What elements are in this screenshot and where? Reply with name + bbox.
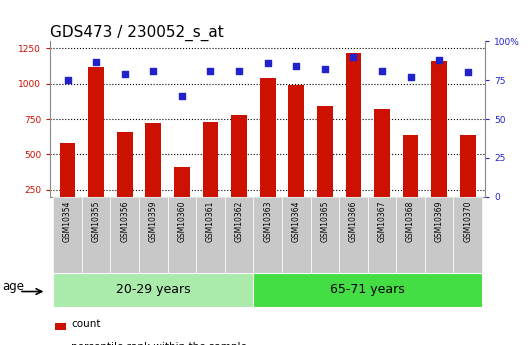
Point bbox=[292, 63, 301, 69]
Bar bbox=[396, 197, 425, 273]
Bar bbox=[82, 197, 110, 273]
Point bbox=[435, 57, 444, 63]
Point bbox=[263, 60, 272, 66]
Bar bbox=[339, 197, 368, 273]
Point bbox=[378, 68, 386, 73]
Bar bbox=[317, 106, 333, 197]
Bar bbox=[196, 197, 225, 273]
Text: age: age bbox=[3, 280, 24, 293]
Bar bbox=[403, 135, 419, 197]
Text: GSM10368: GSM10368 bbox=[406, 200, 415, 242]
Text: percentile rank within the sample: percentile rank within the sample bbox=[71, 342, 247, 345]
Point bbox=[464, 70, 472, 75]
Bar bbox=[425, 197, 454, 273]
Bar bbox=[88, 67, 104, 197]
Point bbox=[92, 59, 100, 64]
Text: GSM10370: GSM10370 bbox=[463, 200, 472, 242]
Text: GSM10360: GSM10360 bbox=[178, 200, 187, 242]
Text: 65-71 years: 65-71 years bbox=[330, 283, 405, 296]
Bar bbox=[311, 197, 339, 273]
Text: GSM10369: GSM10369 bbox=[435, 200, 444, 242]
Point bbox=[407, 74, 415, 80]
Bar bbox=[253, 273, 482, 307]
Text: GDS473 / 230052_s_at: GDS473 / 230052_s_at bbox=[50, 25, 224, 41]
Bar bbox=[374, 109, 390, 197]
Text: GSM10361: GSM10361 bbox=[206, 200, 215, 242]
Bar bbox=[288, 85, 304, 197]
Point bbox=[63, 77, 72, 83]
Point bbox=[206, 68, 215, 73]
Bar bbox=[202, 122, 218, 197]
Point bbox=[120, 71, 129, 77]
Bar bbox=[282, 197, 311, 273]
Bar bbox=[117, 132, 132, 197]
Bar bbox=[167, 197, 196, 273]
Bar bbox=[253, 197, 282, 273]
Bar bbox=[110, 197, 139, 273]
Text: GSM10366: GSM10366 bbox=[349, 200, 358, 242]
Point bbox=[349, 54, 358, 60]
Bar bbox=[346, 53, 361, 197]
Text: 20-29 years: 20-29 years bbox=[116, 283, 191, 296]
Bar bbox=[454, 197, 482, 273]
Text: GSM10356: GSM10356 bbox=[120, 200, 129, 242]
Text: GSM10362: GSM10362 bbox=[235, 200, 244, 242]
Bar bbox=[53, 273, 253, 307]
Text: GSM10364: GSM10364 bbox=[292, 200, 301, 242]
Text: count: count bbox=[71, 319, 101, 328]
Text: GSM10354: GSM10354 bbox=[63, 200, 72, 242]
Text: GSM10365: GSM10365 bbox=[320, 200, 329, 242]
Text: GSM10363: GSM10363 bbox=[263, 200, 272, 242]
Point bbox=[149, 68, 157, 73]
Bar bbox=[60, 143, 75, 197]
Bar bbox=[260, 78, 276, 197]
Point bbox=[235, 68, 243, 73]
Bar bbox=[53, 197, 82, 273]
Bar bbox=[231, 115, 247, 197]
Bar bbox=[225, 197, 253, 273]
Text: GSM10359: GSM10359 bbox=[149, 200, 158, 242]
Bar bbox=[431, 61, 447, 197]
Bar bbox=[139, 197, 167, 273]
Bar bbox=[55, 323, 66, 331]
Bar bbox=[368, 197, 396, 273]
Point bbox=[178, 93, 186, 99]
Bar bbox=[145, 123, 161, 197]
Point bbox=[321, 67, 329, 72]
Bar bbox=[174, 167, 190, 197]
Text: GSM10355: GSM10355 bbox=[92, 200, 101, 242]
Bar bbox=[460, 135, 475, 197]
Text: GSM10367: GSM10367 bbox=[377, 200, 386, 242]
